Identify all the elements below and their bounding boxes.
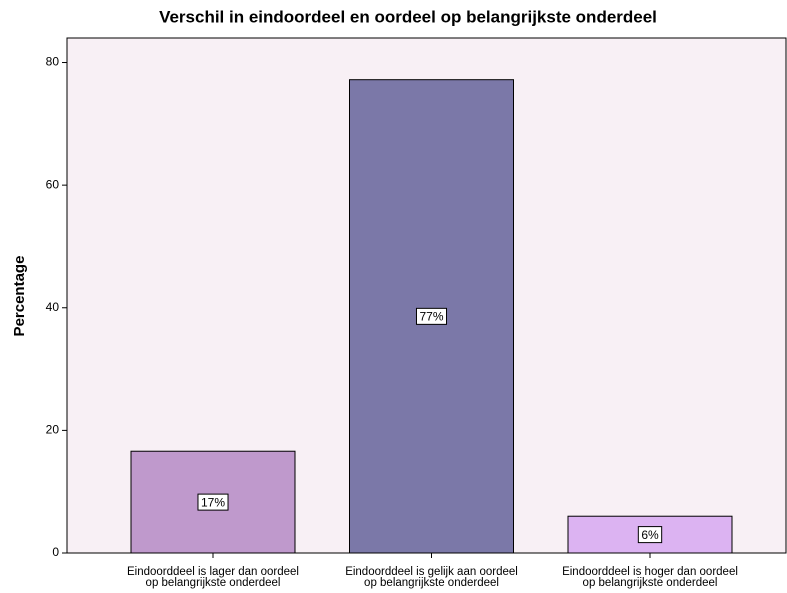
data-label-box [197,493,229,511]
y-tick-label: 20 [46,423,60,437]
data-label-box [637,526,663,544]
x-tick-label: op belangrijkste onderdeel [583,577,718,589]
x-tick-label: Eindoorddeel is gelijk aan oordeel [345,566,518,578]
y-tick-label: 40 [46,300,60,314]
data-label: 77% [419,310,443,324]
data-label-group: 17% [197,493,229,511]
x-tick-label: Eindoorddeel is hoger dan oordeel [562,566,738,578]
data-label: 6% [641,528,659,542]
data-label: 17% [201,495,225,509]
y-tick-label: 60 [46,177,60,191]
x-tick-label: op belangrijkste onderdeel [364,577,499,589]
y-tick-label: 0 [52,545,59,559]
data-label-box [415,307,448,325]
y-axis-label: Percentage [11,256,28,337]
y-tick-label: 80 [46,55,60,69]
x-tick-label: Eindoorddeel is lager dan oordeel [127,566,299,578]
chart-title: Verschil in eindoordeel en oordeel op be… [159,7,657,26]
data-label-group: 77% [415,307,448,325]
x-tick-label: op belangrijkste onderdeel [146,577,281,589]
data-label-group: 6% [637,526,663,544]
